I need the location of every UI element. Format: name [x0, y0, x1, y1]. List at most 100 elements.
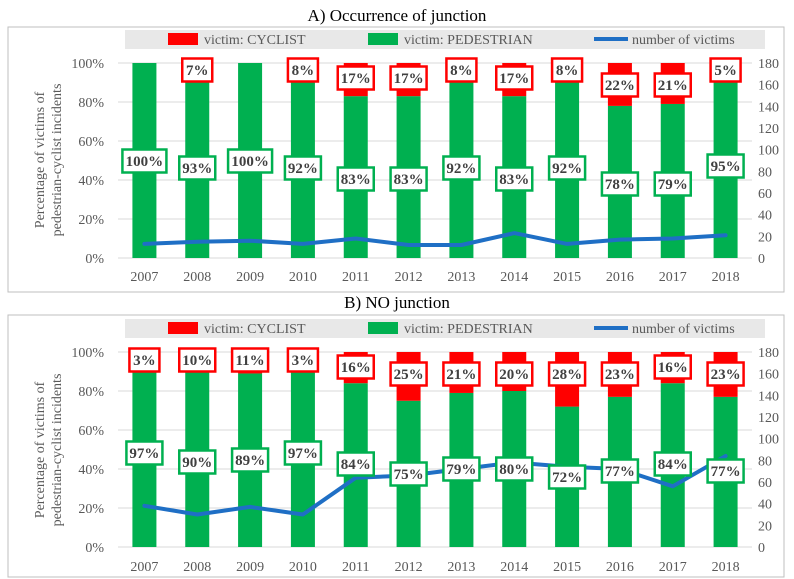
y2-tick-label: 100 [758, 144, 779, 159]
data-label-cyclist: 23% [711, 367, 741, 383]
data-label-cyclist-box [495, 65, 534, 91]
data-label-pedestrian-box [336, 451, 375, 477]
data-label-pedestrian: 92% [552, 161, 582, 177]
data-label-pedestrian: 80% [499, 462, 529, 478]
data-label-cyclist-box [336, 65, 375, 91]
y2-tick-label: 160 [758, 79, 779, 94]
data-label-cyclist: 3% [133, 353, 156, 369]
x-tick-label: 2010 [289, 560, 317, 575]
data-label-cyclist-box [600, 72, 640, 98]
data-label-pedestrian-box [283, 440, 323, 466]
y2-tick-label: 160 [758, 368, 779, 383]
data-label-cyclist-box [495, 361, 534, 387]
x-tick-label: 2007 [130, 270, 158, 285]
y-tick-label: 60% [78, 135, 104, 150]
legend-swatch-pedestrian [368, 322, 398, 334]
data-label-pedestrian-box [178, 449, 217, 475]
y2-tick-label: 80 [758, 454, 772, 469]
data-label-cyclist-box [286, 57, 320, 83]
data-label-pedestrian-box [121, 148, 168, 174]
data-label-cyclist-box [547, 361, 587, 387]
x-tick-label: 2008 [183, 560, 211, 575]
data-label-cyclist-box [336, 354, 375, 380]
y-tick-label: 80% [78, 96, 104, 111]
legend-swatch-cyclist [168, 33, 198, 45]
x-tick-label: 2009 [236, 270, 264, 285]
data-label-pedestrian-box [442, 456, 481, 482]
legend [125, 319, 765, 338]
y-tick-label: 40% [78, 463, 104, 478]
data-label-pedestrian-box [442, 155, 481, 181]
y-tick-label: 100% [71, 57, 104, 72]
data-label-pedestrian-box [389, 166, 428, 192]
data-label-pedestrian-box [336, 166, 375, 192]
data-label-cyclist: 21% [446, 367, 476, 383]
data-label-pedestrian-box [125, 440, 164, 466]
data-label-cyclist: 8% [292, 63, 315, 79]
x-tick-label: 2012 [395, 560, 423, 575]
x-tick-label: 2016 [606, 560, 634, 575]
data-label-pedestrian: 100% [231, 154, 269, 170]
y-axis-title: Percentage of victims of pedestrian-cycli… [33, 84, 65, 237]
data-label-cyclist-box [178, 347, 217, 373]
data-label-cyclist: 17% [499, 71, 529, 87]
y2-tick-label: 120 [758, 122, 779, 137]
data-label-pedestrian-box [600, 171, 640, 197]
x-tick-label: 2015 [553, 270, 581, 285]
y-tick-label: 0% [85, 252, 104, 267]
data-label-cyclist-box [286, 347, 320, 373]
x-tick-label: 2018 [712, 270, 740, 285]
y2-tick-label: 20 [758, 230, 772, 245]
data-label-cyclist-box [230, 347, 270, 373]
data-label-cyclist-box [389, 361, 428, 387]
y2-tick-label: 40 [758, 209, 772, 224]
x-tick-label: 2013 [447, 560, 475, 575]
data-label-pedestrian-box [547, 464, 587, 490]
panel-border [7, 26, 785, 293]
data-label-cyclist: 5% [714, 63, 737, 79]
data-label-pedestrian: 83% [499, 172, 529, 188]
x-tick-label: 2016 [606, 270, 634, 285]
data-label-cyclist-box [445, 57, 478, 83]
data-label-cyclist: 8% [450, 63, 473, 79]
data-label-pedestrian: 97% [288, 446, 318, 462]
data-label-cyclist: 22% [605, 78, 635, 94]
data-label-cyclist: 17% [394, 71, 424, 87]
data-label-pedestrian: 77% [605, 464, 635, 480]
x-tick-label: 2010 [289, 270, 317, 285]
y-tick-label: 60% [78, 424, 104, 439]
data-label-cyclist-box [600, 361, 640, 387]
y-tick-label: 100% [71, 346, 104, 361]
data-label-cyclist-box [706, 361, 745, 387]
y-axis-title-line: pedestrian-cyclist incidents [50, 84, 65, 237]
legend-label: victim: PEDESTRIAN [404, 322, 533, 337]
y-tick-label: 80% [78, 385, 104, 400]
data-label-pedestrian: 97% [129, 446, 159, 462]
data-label-pedestrian: 77% [711, 464, 741, 480]
data-label-cyclist: 21% [658, 78, 688, 94]
data-label-pedestrian: 84% [658, 457, 688, 473]
data-label-cyclist: 7% [186, 63, 209, 79]
data-label-pedestrian-box [226, 148, 274, 174]
x-tick-label: 2009 [236, 560, 264, 575]
legend-label: number of victims [632, 322, 735, 337]
y2-tick-label: 20 [758, 519, 772, 534]
data-label-pedestrian-box [706, 153, 745, 179]
y2-tick-label: 60 [758, 476, 772, 491]
y2-tick-label: 140 [758, 100, 779, 115]
data-label-pedestrian-box [547, 155, 587, 181]
data-label-cyclist: 8% [556, 63, 579, 79]
data-label-pedestrian: 92% [446, 161, 476, 177]
x-tick-label: 2011 [342, 560, 369, 575]
data-label-cyclist-box [653, 354, 692, 380]
x-tick-label: 2008 [183, 270, 211, 285]
data-label-pedestrian: 83% [341, 172, 371, 188]
data-label-pedestrian: 79% [658, 177, 688, 193]
x-tick-label: 2014 [500, 560, 528, 575]
data-label-cyclist-box [442, 361, 481, 387]
y-tick-label: 20% [78, 213, 104, 228]
data-label-cyclist-box [653, 72, 692, 98]
y2-tick-label: 100 [758, 433, 779, 448]
data-label-pedestrian: 100% [126, 154, 164, 170]
